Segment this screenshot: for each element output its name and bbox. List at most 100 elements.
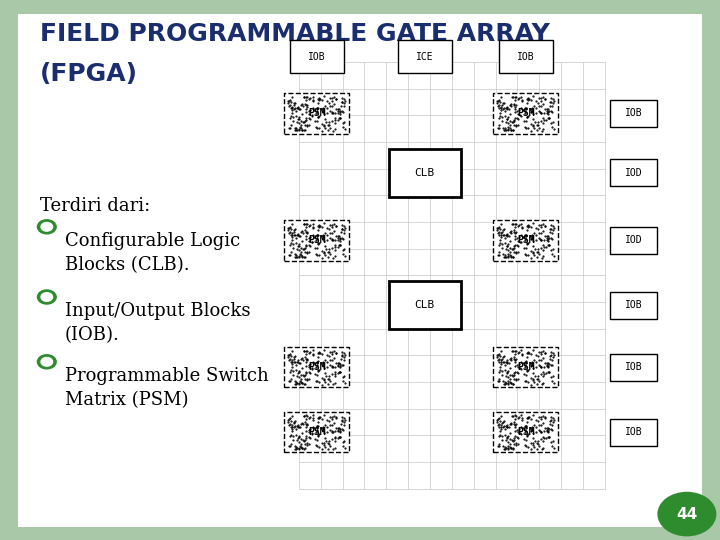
Point <box>539 423 551 432</box>
Point <box>334 108 346 117</box>
Point <box>510 347 522 355</box>
Point <box>526 235 537 244</box>
Point <box>336 228 347 237</box>
Point <box>499 251 510 259</box>
Point <box>498 225 510 234</box>
Point <box>323 372 335 381</box>
Point <box>289 98 301 107</box>
Point <box>334 235 346 244</box>
Point <box>512 237 523 245</box>
Point <box>498 353 509 361</box>
Point <box>300 361 312 370</box>
Point <box>505 429 516 437</box>
Point <box>318 107 329 116</box>
Point <box>303 222 315 231</box>
Point <box>289 380 301 388</box>
Point <box>532 120 544 129</box>
Point <box>318 346 330 354</box>
Point <box>303 367 315 376</box>
Point <box>492 353 503 361</box>
Point <box>286 98 297 106</box>
Point <box>306 111 318 120</box>
Point <box>516 350 528 359</box>
Point <box>316 126 328 135</box>
Point <box>532 225 544 234</box>
Point <box>534 234 546 243</box>
Bar <box>493 411 558 453</box>
Point <box>333 433 345 441</box>
Point <box>312 357 323 366</box>
Point <box>521 103 532 112</box>
Point <box>319 249 330 258</box>
Point <box>295 377 307 386</box>
Point <box>498 380 510 388</box>
Point <box>502 444 513 453</box>
Point <box>310 116 321 125</box>
Point <box>526 426 538 435</box>
Point <box>548 415 559 424</box>
Circle shape <box>41 293 53 301</box>
Point <box>290 360 302 369</box>
Bar <box>289 40 344 73</box>
Point <box>324 102 336 111</box>
Point <box>528 434 539 442</box>
Point <box>282 350 294 359</box>
Point <box>289 444 301 453</box>
Point <box>287 431 299 440</box>
Text: IOB: IOB <box>625 362 642 372</box>
Point <box>504 370 516 379</box>
Point <box>515 364 526 373</box>
Point <box>326 223 338 232</box>
Point <box>292 356 304 365</box>
Point <box>492 99 503 107</box>
Point <box>534 413 545 421</box>
Point <box>492 417 503 426</box>
Point <box>293 252 305 261</box>
Point <box>503 240 514 248</box>
Point <box>512 95 523 104</box>
Point <box>300 414 312 423</box>
Point <box>545 97 557 106</box>
Point <box>500 436 511 445</box>
Point <box>542 241 554 249</box>
Point <box>296 429 307 437</box>
Point <box>509 432 521 441</box>
Point <box>291 422 302 431</box>
Point <box>284 414 296 423</box>
Point <box>319 102 330 111</box>
Point <box>316 105 328 113</box>
Point <box>528 369 539 377</box>
Point <box>505 125 517 134</box>
Text: 44: 44 <box>676 507 698 522</box>
Point <box>287 424 298 433</box>
Point <box>324 250 336 259</box>
Point <box>295 117 307 125</box>
Point <box>508 418 519 427</box>
Point <box>512 425 523 434</box>
Point <box>525 445 536 454</box>
Point <box>284 101 296 110</box>
Point <box>311 232 323 241</box>
Point <box>502 433 513 442</box>
Point <box>314 96 325 104</box>
Point <box>306 237 318 246</box>
Point <box>323 439 334 448</box>
Point <box>310 435 321 443</box>
Point <box>528 102 539 111</box>
Point <box>544 368 555 376</box>
Point <box>313 377 325 386</box>
Point <box>306 429 318 437</box>
Point <box>530 224 541 232</box>
Point <box>500 445 511 454</box>
Text: Configurable Logic
Blocks (CLB).: Configurable Logic Blocks (CLB). <box>65 232 240 274</box>
Point <box>539 105 551 113</box>
Point <box>502 241 513 250</box>
Point <box>319 115 330 124</box>
Point <box>289 225 301 234</box>
Point <box>547 245 559 253</box>
Point <box>510 440 521 449</box>
Point <box>336 425 348 434</box>
Point <box>546 234 558 243</box>
Point <box>528 110 539 119</box>
Point <box>310 123 322 131</box>
